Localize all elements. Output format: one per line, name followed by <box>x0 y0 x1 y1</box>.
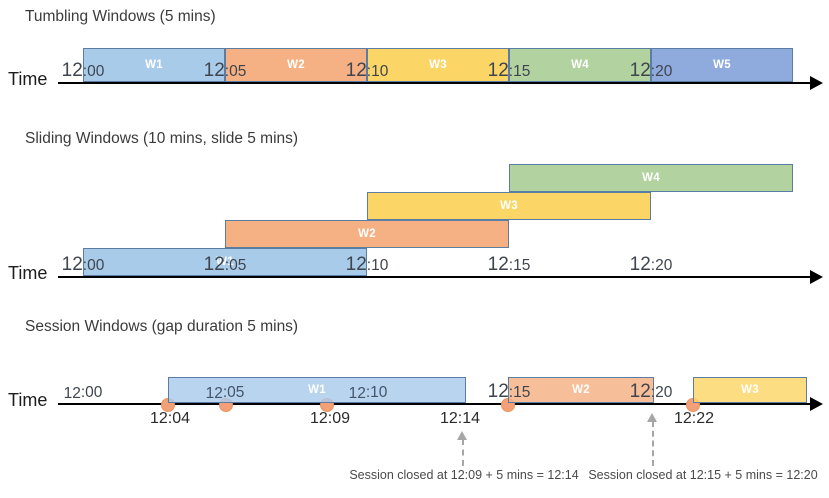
window-label: W3 <box>429 59 447 71</box>
tick-minutes: :00 <box>82 256 105 274</box>
session-callout-dashed-line <box>462 439 464 466</box>
window-label: W4 <box>642 172 660 184</box>
tumbling-window-w5: W5 <box>651 48 793 82</box>
session-callout-arrowhead-icon <box>457 431 467 440</box>
tick-minutes: :05 <box>224 62 247 80</box>
window-label: W4 <box>571 59 589 71</box>
session-tick-12-10: 12:10 <box>349 379 388 403</box>
tumbling-windows-title: Tumbling Windows (5 mins) <box>25 8 216 25</box>
tick-hour: 12 <box>348 384 366 402</box>
tick-minutes: :15 <box>508 62 531 80</box>
tick-minutes: :10 <box>366 62 389 80</box>
tick-minutes: :20 <box>650 256 673 274</box>
tick-hour: 12 <box>629 254 651 275</box>
tick-hour: 12 <box>205 384 223 402</box>
tumbling-tick-12-10: 12:10 <box>346 58 389 82</box>
session-time-axis-line <box>58 403 810 405</box>
session-tick-12-00: 12:00 <box>64 379 103 403</box>
tick-minutes: :20 <box>650 383 673 401</box>
sliding-tick-12-20: 12:20 <box>630 252 673 276</box>
tick-hour: 12 <box>61 254 83 275</box>
window-label: W1 <box>145 59 163 71</box>
tick-hour: 12 <box>487 254 509 275</box>
tick-hour: 12 <box>345 254 367 275</box>
session-time-axis-label: Time <box>8 390 48 410</box>
sliding-window-w4: W4 <box>509 164 793 192</box>
tumbling-tick-12-15: 12:15 <box>488 58 531 82</box>
sliding-window-w1: W1 <box>83 248 367 276</box>
tick-minutes: :15 <box>508 383 531 401</box>
session-window-w1: W1 <box>168 377 466 403</box>
session-tick-12-05: 12:05 <box>206 379 245 403</box>
window-label: W2 <box>287 59 305 71</box>
tick-minutes: :20 <box>650 62 673 80</box>
session-window-w3: W3 <box>693 377 807 403</box>
window-label: W2 <box>572 384 590 396</box>
tick-hour: 12 <box>203 60 225 81</box>
tick-hour: 12 <box>487 60 509 81</box>
tick-hour: 12 <box>203 254 225 275</box>
tick-minutes: :15 <box>508 256 531 274</box>
tick-hour: 12 <box>487 381 509 402</box>
window-label: W5 <box>713 59 731 71</box>
session-callout-dashed-line <box>652 421 654 466</box>
tumbling-time-axis-arrow-icon <box>810 76 823 90</box>
tumbling-window-w1: W1 <box>83 48 225 82</box>
tick-hour: 12 <box>345 60 367 81</box>
session-callout-text-1: Session closed at 12:09 + 5 mins = 12:14 <box>349 468 579 482</box>
session-tick-12-15: 12:15 <box>488 379 531 403</box>
session-callout-text-2: Session closed at 12:15 + 5 mins = 12:20 <box>588 468 818 482</box>
tick-hour: 12 <box>61 60 83 81</box>
tick-minutes: :05 <box>222 383 245 401</box>
session-tick-12-20: 12:20 <box>630 379 673 403</box>
session-event-time-label: 12:09 <box>309 410 351 427</box>
sliding-tick-12-15: 12:15 <box>488 252 531 276</box>
tumbling-tick-12-00: 12:00 <box>62 58 105 82</box>
tick-minutes: :00 <box>80 383 103 401</box>
window-label: W3 <box>500 200 518 212</box>
sliding-tick-12-10: 12:10 <box>346 252 389 276</box>
window-label: W1 <box>216 256 234 268</box>
tumbling-window-w4: W4 <box>509 48 651 82</box>
tumbling-tick-12-20: 12:20 <box>630 58 673 82</box>
session-event-time-label: 12:04 <box>149 410 191 427</box>
tick-minutes: :00 <box>82 62 105 80</box>
session-event-time-label: 12:22 <box>673 410 715 427</box>
session-event-time-label: 12:14 <box>439 410 481 427</box>
sliding-time-axis-arrow-icon <box>810 270 823 284</box>
window-label: W2 <box>358 228 376 240</box>
tumbling-window-w2: W2 <box>225 48 367 82</box>
tick-minutes: :10 <box>366 256 389 274</box>
sliding-time-axis-line <box>58 276 810 278</box>
tick-minutes: :05 <box>224 256 247 274</box>
window-label: W1 <box>308 384 326 396</box>
tick-minutes: :10 <box>365 383 388 401</box>
session-callout-arrowhead-icon <box>647 413 657 422</box>
session-time-axis-arrow-icon <box>810 397 823 411</box>
session-windows-title: Session Windows (gap duration 5 mins) <box>25 318 299 335</box>
sliding-windows-title: Sliding Windows (10 mins, slide 5 mins) <box>25 130 299 147</box>
sliding-tick-12-05: 12:05 <box>204 252 247 276</box>
tumbling-tick-12-05: 12:05 <box>204 58 247 82</box>
sliding-time-axis-label: Time <box>8 263 48 283</box>
sliding-window-w2: W2 <box>225 220 509 248</box>
tumbling-time-axis-line <box>58 82 810 84</box>
window-label: W3 <box>741 384 759 396</box>
tumbling-time-axis-label: Time <box>8 69 48 89</box>
sliding-tick-12-00: 12:00 <box>62 252 105 276</box>
tick-hour: 12 <box>629 381 651 402</box>
session-window-w2: W2 <box>508 377 654 403</box>
sliding-window-w3: W3 <box>367 192 651 220</box>
tumbling-window-w3: W3 <box>367 48 509 82</box>
tick-hour: 12 <box>629 60 651 81</box>
tick-hour: 12 <box>63 384 81 402</box>
